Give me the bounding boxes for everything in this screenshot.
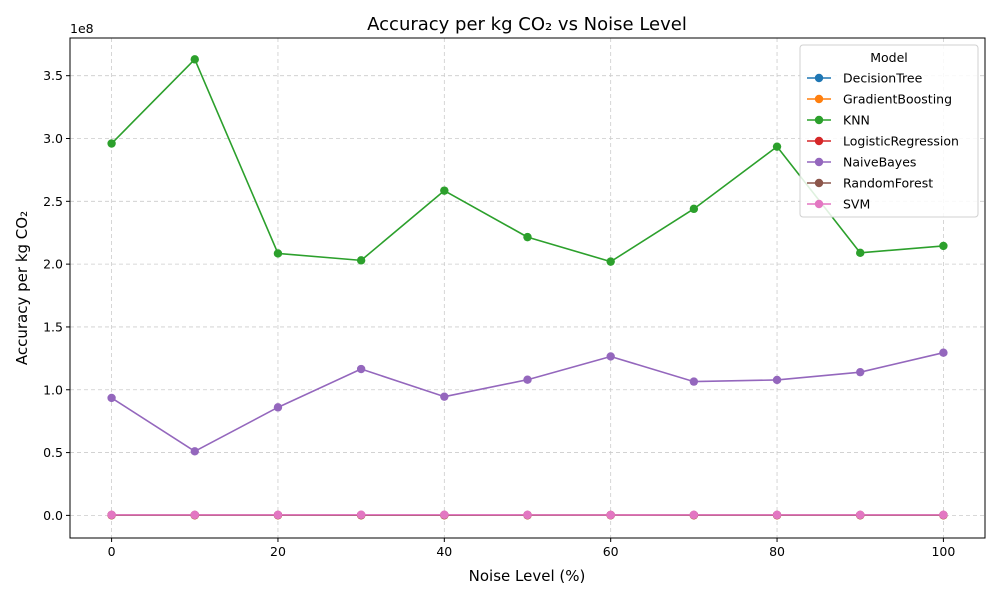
data-point: [356, 364, 366, 374]
y-tick-label: 3.5: [43, 68, 63, 83]
y-tick-label: 1.0: [43, 382, 63, 397]
data-point: [772, 375, 782, 385]
x-tick-label: 20: [270, 544, 286, 559]
legend-label: NaiveBayes: [843, 155, 916, 170]
series-line: [111, 351, 944, 453]
legend-label: DecisionTree: [843, 71, 923, 86]
data-point: [440, 186, 449, 195]
legend-swatch-marker: [814, 115, 824, 125]
series-layer: [107, 55, 948, 520]
data-point: [606, 257, 615, 266]
series-naivebayes: [107, 348, 948, 456]
x-tick-label: 60: [603, 544, 619, 559]
data-point: [606, 352, 615, 361]
data-point: [939, 241, 948, 251]
legend-label: GradientBoosting: [843, 92, 952, 107]
data-point: [523, 375, 532, 384]
legend-title: Model: [870, 50, 908, 65]
data-point: [190, 55, 199, 64]
legend-item: GradientBoosting: [807, 92, 952, 107]
data-point: [689, 510, 699, 520]
y-tick-label: 2.5: [43, 194, 63, 209]
legend-swatch-marker: [814, 136, 824, 146]
legend-swatch-marker: [814, 73, 824, 83]
legend-item: RandomForest: [807, 176, 933, 191]
y-axis: 0.0 0.5 1.0 1.5 2.0 2.5 3.0 3.5: [43, 68, 70, 523]
x-tick-label: 0: [108, 544, 116, 559]
data-point: [606, 510, 615, 520]
data-point: [356, 256, 366, 265]
x-axis: 0 20 40 60 80 100: [108, 538, 955, 559]
y-tick-label: 0.5: [43, 445, 63, 460]
legend-items: DecisionTree GradientBoosting KNN LogisticR…: [807, 71, 959, 212]
plot-frame: [69, 37, 986, 539]
data-point: [190, 510, 199, 520]
data-point: [440, 392, 449, 401]
legend-label: SVM: [843, 197, 870, 212]
data-point: [772, 510, 782, 520]
data-point: [856, 510, 865, 520]
data-point: [689, 377, 699, 386]
data-point: [856, 367, 865, 377]
data-point: [107, 139, 116, 148]
y-tick-label: 1.5: [43, 319, 63, 334]
legend-item: LogisticRegression: [807, 134, 959, 149]
series-svm: [107, 510, 948, 520]
data-point: [939, 348, 948, 357]
data-point: [689, 204, 699, 214]
legend-item: SVM: [807, 197, 870, 212]
x-tick-label: 40: [436, 544, 452, 559]
legend-label: RandomForest: [843, 176, 933, 191]
legend-swatch-marker: [814, 94, 824, 104]
x-axis-label: Noise Level (%): [469, 567, 586, 585]
legend-label: LogisticRegression: [843, 134, 959, 149]
legend-item: NaiveBayes: [807, 155, 916, 170]
legend-swatch-marker: [814, 178, 824, 188]
legend-box: [799, 44, 979, 218]
chart-title: Accuracy per kg CO₂ vs Noise Level: [367, 14, 687, 35]
data-point: [107, 510, 116, 520]
y-offset-label: 1e8: [70, 21, 94, 36]
data-point: [273, 510, 283, 520]
y-tick-label: 2.0: [43, 257, 63, 272]
data-point: [772, 142, 782, 151]
x-tick-label: 80: [769, 544, 785, 559]
data-point: [273, 249, 283, 258]
data-point: [107, 393, 116, 403]
data-point: [523, 232, 532, 242]
data-point: [190, 447, 199, 456]
legend-item: KNN: [807, 113, 870, 128]
y-axis-label: Accuracy per kg CO₂: [13, 211, 31, 365]
legend-item: DecisionTree: [807, 71, 923, 86]
data-point: [856, 248, 865, 258]
data-point: [273, 403, 283, 412]
legend: Model DecisionTree GradientBoosting KNN Log…: [799, 44, 979, 218]
x-tick-label: 100: [931, 544, 955, 559]
y-tick-label: 3.0: [43, 131, 63, 146]
y-tick-label: 0.0: [43, 508, 63, 523]
data-point: [523, 510, 532, 520]
data-point: [356, 510, 366, 519]
data-point: [939, 510, 948, 520]
data-point: [440, 510, 449, 519]
legend-swatch-marker: [814, 157, 824, 167]
legend-label: KNN: [843, 113, 870, 128]
legend-swatch-marker: [814, 199, 824, 209]
